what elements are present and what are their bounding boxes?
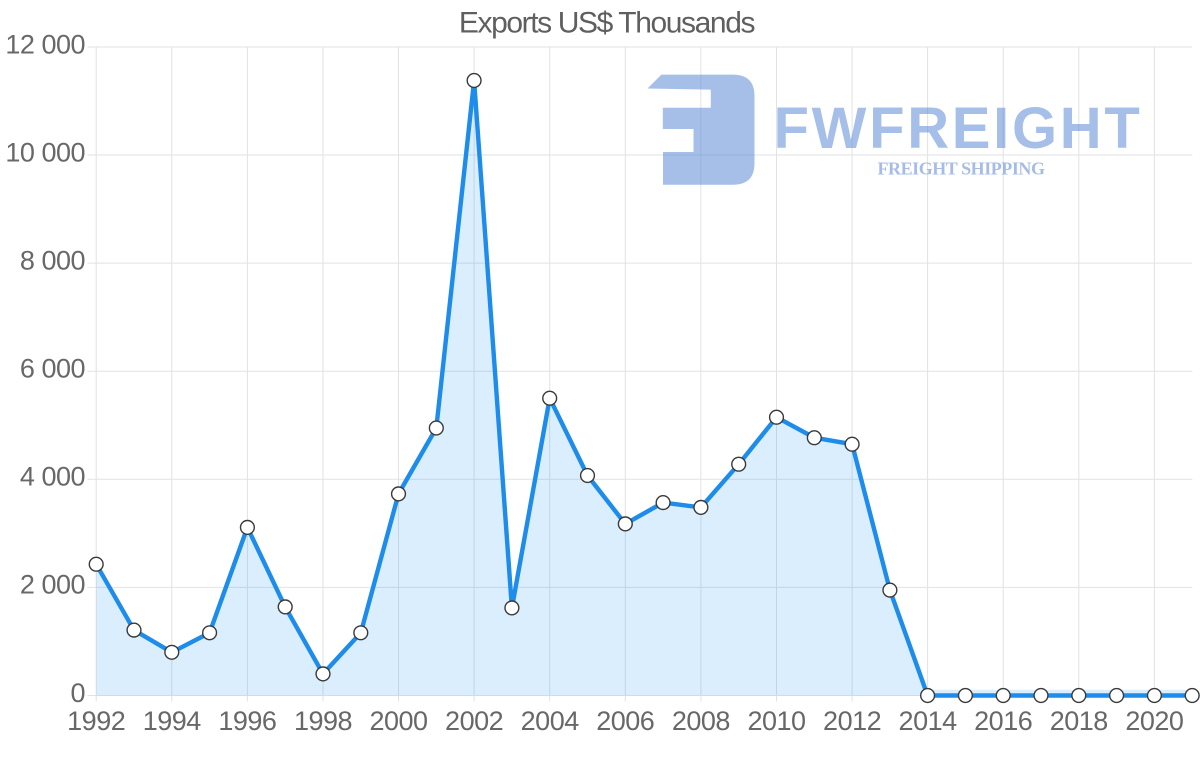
svg-text:2012: 2012 (823, 706, 881, 736)
svg-text:2000: 2000 (369, 706, 427, 736)
svg-text:FWFREIGHT: FWFREIGHT (774, 96, 1143, 161)
svg-text:2010: 2010 (747, 706, 805, 736)
svg-text:Exports US$ Thousands: Exports US$ Thousands (459, 7, 755, 40)
svg-text:2 000: 2 000 (20, 570, 85, 600)
svg-text:8 000: 8 000 (20, 245, 85, 275)
svg-text:1994: 1994 (143, 706, 202, 736)
svg-text:2020: 2020 (1125, 706, 1183, 736)
svg-text:10 000: 10 000 (5, 137, 85, 167)
svg-text:1996: 1996 (218, 706, 276, 736)
svg-text:FREIGHT SHIPPING: FREIGHT SHIPPING (878, 159, 1045, 179)
svg-text:4 000: 4 000 (20, 462, 85, 492)
svg-text:2016: 2016 (974, 706, 1032, 736)
svg-text:1992: 1992 (67, 706, 125, 736)
svg-text:2014: 2014 (899, 706, 958, 736)
svg-text:12 000: 12 000 (5, 29, 85, 59)
svg-text:2004: 2004 (521, 706, 580, 736)
svg-text:2018: 2018 (1050, 706, 1108, 736)
svg-text:2006: 2006 (596, 706, 654, 736)
svg-text:2002: 2002 (445, 706, 503, 736)
svg-text:6 000: 6 000 (20, 354, 85, 384)
svg-text:2008: 2008 (672, 706, 730, 736)
svg-text:0: 0 (70, 678, 85, 708)
svg-text:1998: 1998 (294, 706, 352, 736)
